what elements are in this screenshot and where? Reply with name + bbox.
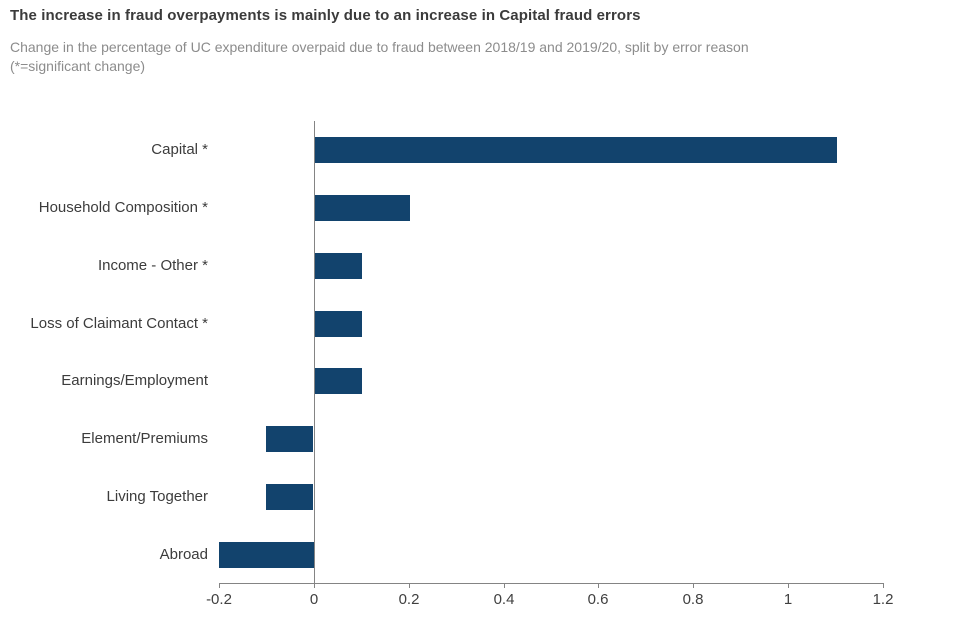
bar	[266, 484, 313, 510]
x-tick	[598, 583, 599, 588]
x-tick	[883, 583, 884, 588]
x-tick	[219, 583, 220, 588]
chart-subtitle: Change in the percentage of UC expenditu…	[10, 39, 749, 74]
x-tick-label: 0	[309, 591, 319, 608]
x-tick	[693, 583, 694, 588]
zero-axis-line	[314, 121, 315, 583]
x-tick	[409, 583, 410, 588]
x-axis-line	[219, 583, 884, 584]
x-tick-label: 1	[783, 591, 793, 608]
bar	[219, 542, 314, 568]
x-tick-label: 0.2	[398, 591, 420, 608]
category-label: Household Composition *	[38, 199, 208, 216]
x-tick	[504, 583, 505, 588]
category-label: Income - Other *	[97, 257, 208, 274]
category-label: Capital *	[151, 141, 208, 158]
bar	[315, 253, 362, 279]
x-tick	[314, 583, 315, 588]
chart-title: The increase in fraud overpayments is ma…	[10, 7, 641, 24]
x-tick-label: 0.6	[587, 591, 609, 608]
x-tick-label: -0.2	[206, 591, 232, 608]
bar	[266, 426, 313, 452]
bar	[315, 195, 410, 221]
category-label: Abroad	[159, 546, 208, 563]
category-label: Earnings/Employment	[61, 372, 208, 389]
x-tick	[788, 583, 789, 588]
x-tick-label: 1.2	[872, 591, 894, 608]
bar	[315, 137, 837, 163]
category-label: Element/Premiums	[81, 430, 208, 447]
category-label: Loss of Claimant Contact *	[30, 315, 208, 332]
x-tick-label: 0.8	[682, 591, 704, 608]
x-tick-label: 0.4	[493, 591, 515, 608]
bar	[315, 311, 362, 337]
bar	[315, 368, 362, 394]
category-label: Living Together	[106, 488, 208, 505]
